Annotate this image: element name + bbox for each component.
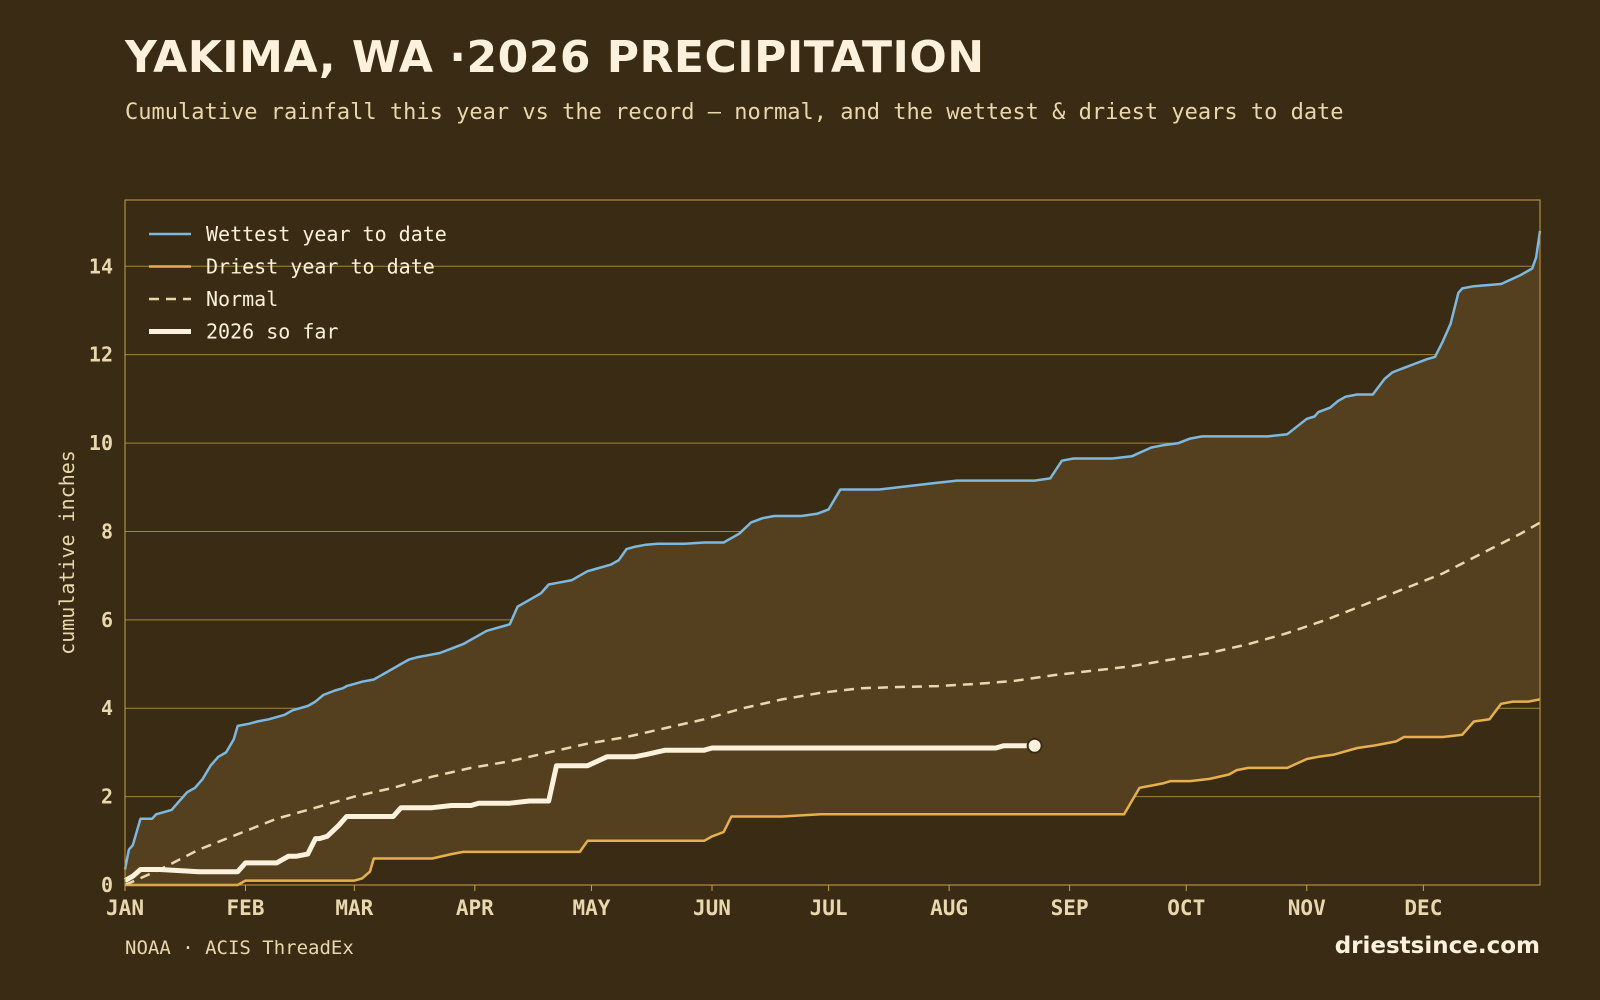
series-wettest-line (123, 230, 1542, 870)
y-tick-label: 0 (101, 873, 113, 897)
series-layer (123, 230, 1542, 887)
y-tick-label: 2 (101, 785, 113, 809)
page-subtitle: Cumulative rainfall this year vs the rec… (125, 100, 1344, 125)
y-tick-label: 14 (89, 254, 113, 278)
x-tick-label: JAN (106, 896, 144, 920)
legend-label: Wettest year to date (206, 222, 447, 246)
x-tick-label: DEC (1404, 896, 1442, 920)
x-tick-label: MAR (335, 896, 373, 920)
x-tick-label: OCT (1167, 896, 1205, 920)
legend-label: Normal (206, 287, 278, 311)
current-value-marker (1026, 737, 1043, 754)
series-normal-line (124, 521, 1541, 887)
record-range-band (125, 230, 1540, 885)
ticks-layer: 0 2 4 6 8 10 12 14 JAN FEB MAR APR MAY JUN JUL AUG SEP OC… (89, 254, 1442, 920)
x-tick-label: AUG (930, 896, 968, 920)
x-tick-label: JUN (693, 896, 731, 920)
y-tick-label: 6 (101, 608, 113, 632)
x-tick-label: FEB (227, 896, 265, 920)
x-tick-label: MAY (573, 896, 611, 920)
x-tick-label: NOV (1288, 896, 1326, 920)
y-tick-label: 12 (89, 343, 113, 367)
x-tick-label: APR (456, 896, 494, 920)
legend-label: 2026 so far (206, 320, 338, 344)
y-tick-label: 8 (101, 519, 113, 543)
series-2026-line (123, 743, 1035, 883)
y-tick-label: 10 (89, 431, 113, 455)
y-tick-label: 4 (101, 696, 113, 720)
plot-frame (124, 199, 1541, 886)
legend: Wettest year to date Driest year to date N… (149, 222, 447, 344)
x-tick-label: SEP (1051, 896, 1089, 920)
legend-label: Driest year to date (206, 255, 435, 279)
page-title: YAKIMA, WA ·2026 PRECIPITATION (125, 32, 985, 83)
source-credit: NOAA · ACIS ThreadEx (125, 937, 354, 959)
series-driest-line (125, 698, 1541, 887)
brand-link[interactable]: driestsince.com (1334, 933, 1540, 959)
x-tick-label: JUL (810, 896, 848, 920)
y-axis-label: cumulative inches (55, 450, 79, 655)
